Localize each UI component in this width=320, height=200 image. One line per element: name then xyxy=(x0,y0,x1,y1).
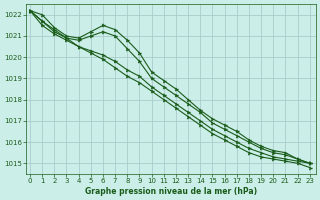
X-axis label: Graphe pression niveau de la mer (hPa): Graphe pression niveau de la mer (hPa) xyxy=(85,187,257,196)
